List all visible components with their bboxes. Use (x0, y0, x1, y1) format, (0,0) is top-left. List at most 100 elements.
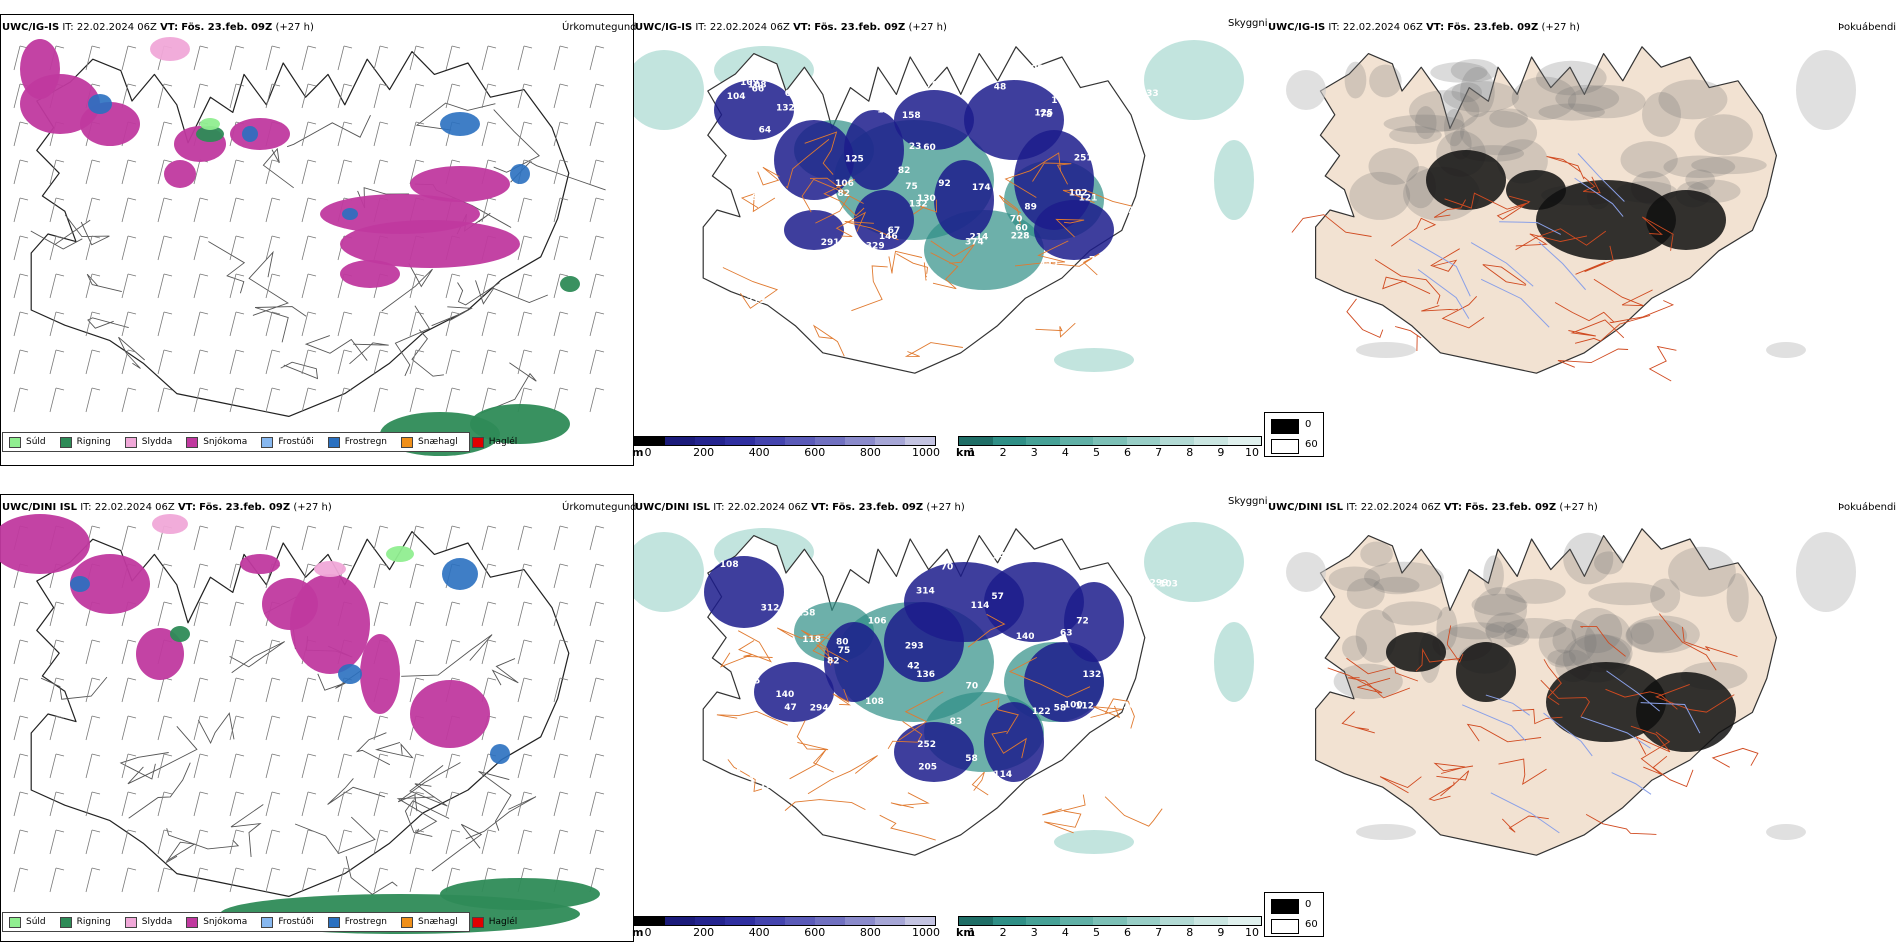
wind-barb (553, 349, 569, 375)
ceiling-value: 72 (1076, 617, 1089, 627)
wind-barb (409, 311, 425, 337)
wind-barb (589, 525, 605, 551)
legend-label: Haglél (488, 917, 518, 927)
wind-barb (13, 753, 29, 779)
legend-label: Frostregn (344, 917, 388, 927)
road-line (967, 614, 1006, 648)
freezing-rain-area (440, 112, 480, 136)
wind-barb (49, 273, 65, 299)
fog-area (1426, 150, 1506, 210)
wind-barb (85, 867, 101, 893)
wind-barb (337, 753, 353, 779)
terrain-shade (1382, 601, 1443, 626)
colorbar-segment (785, 917, 815, 925)
wind-barb (229, 829, 245, 855)
road-line (1090, 705, 1123, 719)
ceiling-value: 45 (1065, 783, 1078, 793)
wind-barb (553, 791, 569, 817)
river-line (1417, 269, 1470, 319)
road-line (785, 139, 830, 189)
colorbar-segment (755, 437, 785, 445)
colorbar-tick: 3 (1030, 446, 1038, 459)
legend-item-2: Slydda (124, 916, 172, 928)
road-line (727, 759, 763, 793)
wind-barb (13, 601, 29, 627)
ceiling-value: 64 (759, 126, 772, 136)
road-line (1379, 776, 1422, 794)
wind-barb (517, 525, 533, 551)
wind-barb (553, 677, 569, 703)
road-line (913, 199, 937, 215)
terrain-shade (1511, 76, 1577, 120)
terrain-shade (1626, 615, 1700, 654)
wind-barb (49, 867, 65, 893)
wind-barb (373, 867, 389, 893)
river-line (1606, 670, 1660, 712)
colorbar-tick: 400 (748, 446, 770, 459)
ceiling-value: 132 (776, 104, 795, 114)
ceiling-value: 121 (1079, 194, 1098, 204)
wind-barb (265, 677, 281, 703)
wind-barb (229, 715, 245, 741)
road-line (971, 771, 989, 796)
colorbar-tick: 0 (644, 446, 652, 459)
wind-barb (553, 639, 569, 665)
road-line (1593, 278, 1653, 307)
ceiling-value: 71 (1089, 256, 1102, 266)
wind-barb (517, 349, 533, 375)
low-ceiling-area (934, 160, 994, 240)
wind-barb (481, 791, 497, 817)
wind-barb (265, 715, 281, 741)
wind-barb (481, 311, 497, 337)
road-line (1433, 762, 1474, 774)
wind-barb (301, 83, 317, 109)
ceiling-value: 290 (1069, 126, 1088, 136)
low-ceiling-area (714, 80, 794, 140)
colorbar-tick: 4 (1061, 446, 1069, 459)
low-ceiling-area (894, 90, 974, 150)
ceiling-value: 228 (1011, 232, 1030, 242)
road-line (40, 676, 108, 700)
cloud-map-row0: 125 132 125 132 174 146 102 82 48 89 104 65 79 66 82 60… (634, 40, 1254, 374)
drizzle-area (200, 118, 220, 130)
ceiling-value: 374 (965, 238, 984, 248)
wind-barb (49, 311, 65, 337)
ceiling-value: 205 (918, 763, 937, 773)
fog-legend-value-60: 60 (1305, 439, 1318, 450)
river-line (1480, 278, 1550, 328)
legend-item-6: Snæhagl (401, 436, 458, 448)
freezing-rain-area (338, 664, 362, 684)
rain-area (440, 878, 600, 910)
road-line (1394, 326, 1422, 352)
terrain-shade (1552, 627, 1577, 654)
ceiling-ticks-row0: m 0 200 400 600 800 1000 (632, 446, 940, 460)
wind-barb (337, 387, 353, 413)
low-ceiling-area (704, 556, 784, 628)
road-line (716, 710, 788, 726)
wind-barb (517, 563, 533, 589)
road-line (801, 629, 832, 666)
offshore-fog (1286, 70, 1326, 110)
road-line (904, 342, 963, 357)
road-line (493, 109, 540, 173)
river-line (1577, 153, 1625, 202)
terrain-shade (1373, 576, 1420, 595)
ceiling-value: 186 (749, 776, 768, 786)
colorbar-tick: 2 (999, 446, 1007, 459)
wind-barb (265, 387, 281, 413)
wind-barb (517, 791, 533, 817)
wind-barb (301, 867, 317, 893)
road-line (87, 317, 129, 329)
colorbar-tick: 10 (1245, 926, 1259, 939)
river-line (1408, 238, 1471, 297)
fog-legend-swatch-dark (1271, 419, 1299, 434)
road-line (1004, 152, 1062, 198)
road-line (1346, 657, 1419, 682)
terrain-shade (1448, 622, 1505, 640)
wind-barb (229, 273, 245, 299)
wind-barb (13, 791, 29, 817)
wind-barb (85, 387, 101, 413)
offshore-cloud (634, 532, 704, 612)
wind-barb (121, 159, 137, 185)
ceiling-value: 108 (1025, 64, 1044, 74)
